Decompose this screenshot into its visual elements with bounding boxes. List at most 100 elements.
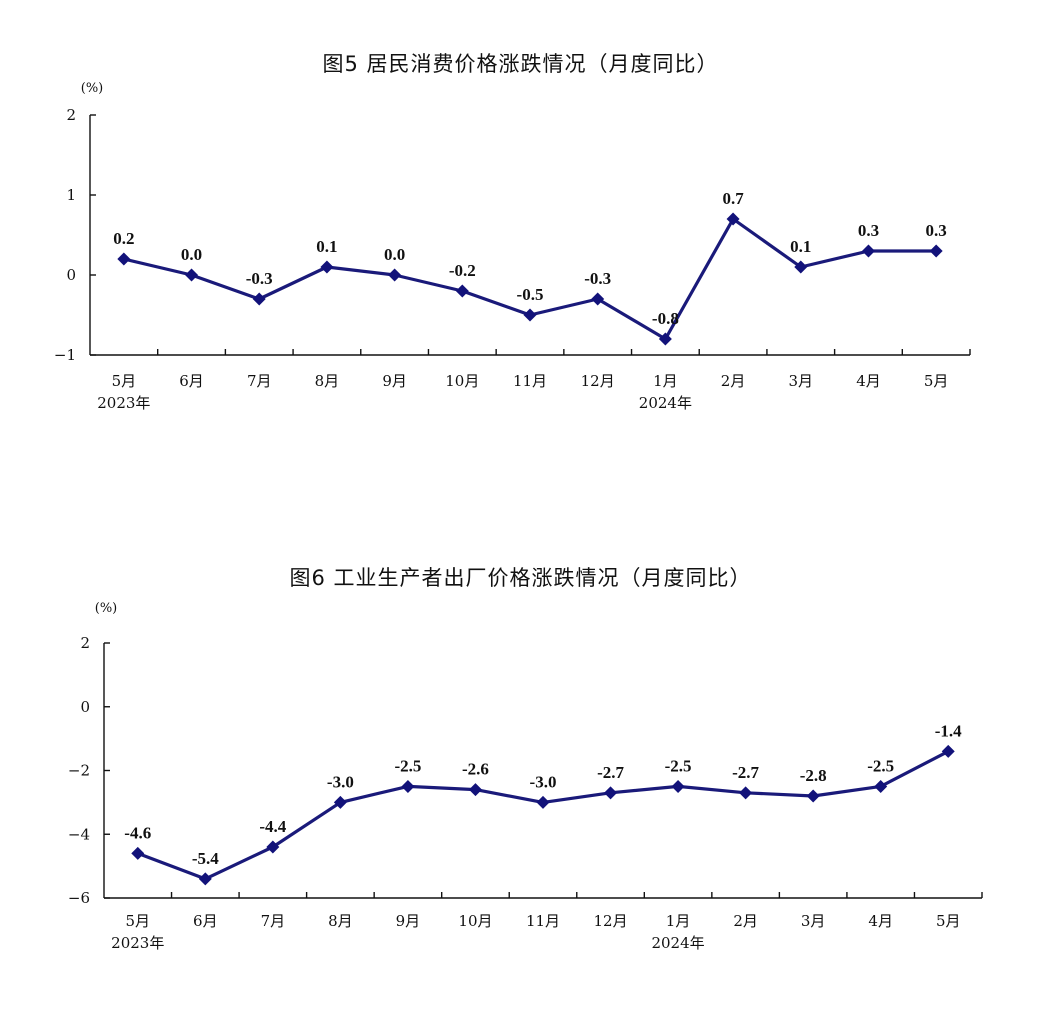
x-tick-label: 12月 [593,912,627,930]
y-unit-label: (%) [95,601,118,616]
x-tick-label: 11月 [513,372,547,390]
data-label: -2.5 [867,756,894,775]
year-label: 2024年 [651,934,704,952]
data-label: 0.3 [858,221,879,240]
data-label: -0.5 [517,285,544,304]
data-label: 0.0 [384,245,405,264]
x-tick-label: 5月 [924,372,949,390]
data-label: 0.1 [790,237,811,256]
y-tick-label: 0 [80,698,90,716]
data-label: -4.6 [124,823,151,842]
x-tick-label: 1月 [653,372,678,390]
x-tick-label: 4月 [868,912,893,930]
data-label: -2.8 [800,766,827,785]
data-point [131,846,145,860]
x-tick-label: 7月 [247,372,272,390]
y-tick-label: −6 [68,889,90,907]
x-tick-label: 10月 [445,372,479,390]
x-tick-label: 12月 [581,372,615,390]
data-label: 0.1 [316,237,337,256]
data-point [929,244,943,258]
data-point [401,779,415,793]
data-label: -0.2 [449,261,476,280]
chart-title: 图6 工业生产者出厂价格涨跌情况（月度同比） [289,566,752,590]
x-tick-label: 6月 [193,912,218,930]
x-tick-label: 3月 [788,372,813,390]
data-point [671,779,685,793]
year-label: 2023年 [97,394,150,412]
data-label: -2.5 [665,756,692,775]
y-tick-label: 0 [66,266,76,284]
x-tick-label: 9月 [396,912,421,930]
x-tick-label: 5月 [112,372,137,390]
data-point [523,308,537,322]
data-label: 0.3 [926,221,947,240]
data-label: -2.6 [462,760,489,779]
data-label: -4.4 [259,817,286,836]
data-label: -0.8 [652,309,679,328]
data-point [941,744,955,758]
data-point [658,332,672,346]
data-label: -3.0 [327,772,354,791]
data-point [806,789,820,803]
data-point [726,212,740,226]
data-point [388,268,402,282]
x-tick-label: 8月 [328,912,353,930]
x-tick-label: 2月 [721,372,746,390]
chart-title: 图5 居民消费价格涨跌情况（月度同比） [322,52,719,76]
y-tick-label: −4 [68,825,90,843]
y-tick-label: 2 [80,634,90,652]
data-point [266,840,280,854]
x-tick-label: 2月 [733,912,758,930]
year-label: 2024年 [639,394,692,412]
data-point [117,252,131,266]
ppi-plot: 2 0 −2 −4 −6 (%) 5月 6月 7月 8月 9月 10月 11月 12月 1月 2月 3月 4月 5月… [68,601,983,952]
x-tick-label: 4月 [856,372,881,390]
year-label: 2023年 [111,934,164,952]
data-label: -3.0 [530,772,557,791]
x-tick-label: 6月 [179,372,204,390]
data-point [739,786,753,800]
x-tick-label: 9月 [382,372,407,390]
ppi-chart: 图6 工业生产者出厂价格涨跌情况（月度同比） 2 0 −2 −4 −6 (%) 5月 6月 7月… [0,530,1041,1016]
data-point [333,795,347,809]
data-label: -2.5 [394,756,421,775]
y-tick-label: −2 [68,762,90,780]
x-tick-label: 11月 [526,912,560,930]
data-point [468,783,482,797]
data-label: -1.4 [935,721,962,740]
data-label: -0.3 [246,269,273,288]
data-point [252,292,266,306]
data-point [320,260,334,274]
y-tick-label: −1 [54,346,76,364]
series-line [137,749,949,881]
data-label: -2.7 [732,763,759,782]
x-tick-label: 3月 [801,912,826,930]
x-tick-label: 5月 [936,912,961,930]
y-tick-label: 2 [66,106,76,124]
cpi-plot: 2 1 0 −1 (%) 5月 6月 7月 8月 9月 10月 11月 12月 1月 2月 3月 4月 5月 202… [54,81,971,412]
y-tick-label: 1 [66,186,76,204]
x-tick-label: 7月 [261,912,286,930]
data-label: -5.4 [192,849,219,868]
data-point [455,284,469,298]
data-point [874,779,888,793]
data-point [861,244,875,258]
data-point [198,872,212,886]
data-point [185,268,199,282]
data-label: 0.2 [113,229,134,248]
data-label: -2.7 [597,763,624,782]
data-point [794,260,808,274]
x-tick-label: 5月 [125,912,150,930]
data-point [536,795,550,809]
data-label: -0.3 [584,269,611,288]
data-point [604,786,618,800]
cpi-chart: 图5 居民消费价格涨跌情况（月度同比） 2 1 0 −1 (%) 5月 6月 7月 8月 9月 10… [0,0,1041,480]
data-point [591,292,605,306]
x-tick-label: 10月 [458,912,492,930]
x-tick-label: 8月 [315,372,340,390]
data-label: 0.0 [181,245,202,264]
y-unit-label: (%) [81,81,104,96]
data-label: 0.7 [722,189,744,208]
x-tick-label: 1月 [666,912,691,930]
